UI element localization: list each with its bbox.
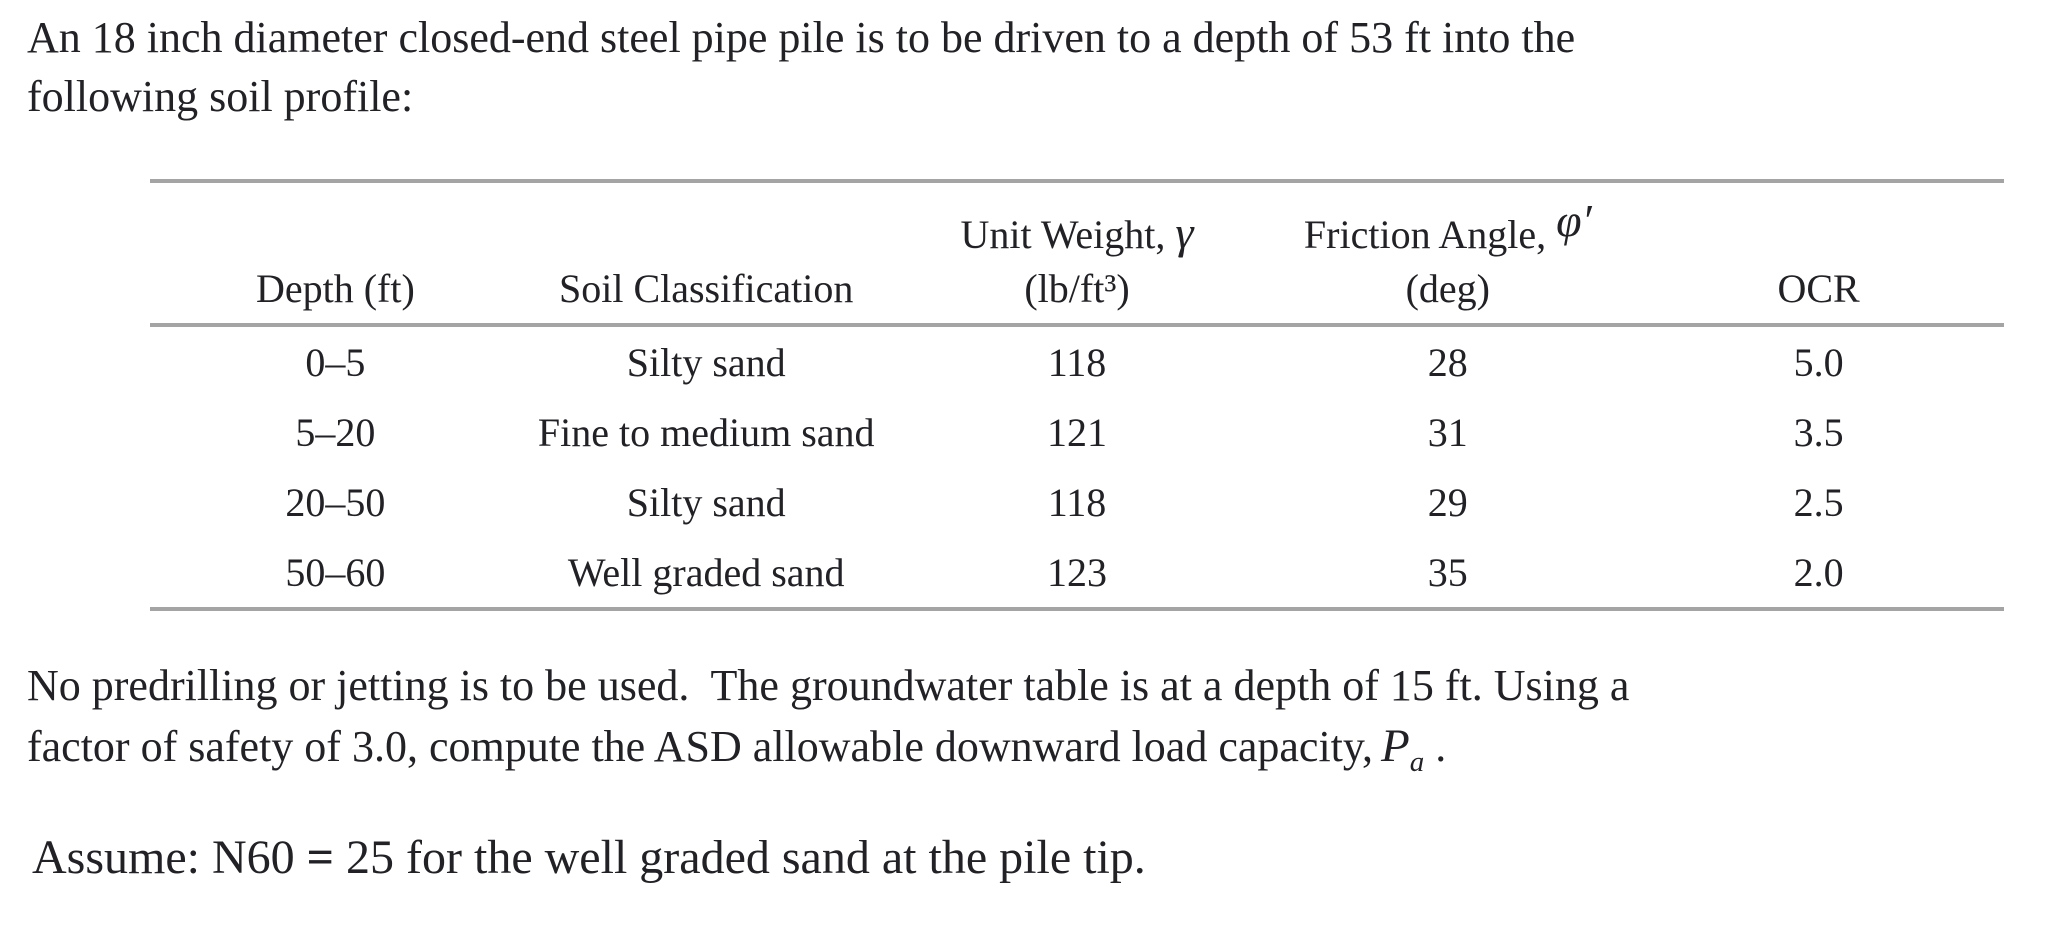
column-header-friction-angle: Friction Angle, φ′ (deg) [1262, 181, 1634, 327]
cell-friction-angle: 29 [1427, 479, 1468, 525]
cell-depth: 20–50 [285, 479, 386, 525]
friction-angle-units: (deg) [1405, 266, 1490, 311]
cell-unit-weight: 121 [1046, 409, 1107, 455]
table-row: 5–20 Fine to medium sand 121 31 3.5 [150, 397, 2004, 467]
unit-weight-units: (lb/ft³) [1024, 266, 1130, 311]
cell-soil-classification: Silty sand [626, 339, 786, 385]
soil-profile-table: Depth (ft) Soil Classification Unit Weig… [150, 179, 2004, 611]
cell-ocr: 2.5 [1793, 479, 1844, 525]
cell-ocr: 2.0 [1793, 549, 1844, 595]
intro-line-1: An 18 inch diameter closed-end steel pip… [27, 13, 1576, 62]
column-header-unit-weight: Unit Weight, γ (lb/ft³) [891, 181, 1263, 327]
table-row: 50–60 Well graded sand 123 35 2.0 [150, 537, 2004, 609]
friction-angle-label: Friction Angle, [1303, 212, 1557, 257]
table-row: 20–50 Silty sand 118 29 2.5 [150, 467, 2004, 537]
cell-soil-classification: Well graded sand [567, 549, 845, 595]
table-row: 0–5 Silty sand 118 28 5.0 [150, 325, 2004, 397]
cell-friction-angle: 31 [1427, 409, 1468, 455]
column-header-soil-classification: Soil Classification [520, 181, 892, 327]
column-header-depth: Depth (ft) [150, 181, 521, 327]
unit-weight-label: Unit Weight, [960, 212, 1176, 257]
cell-unit-weight: 118 [1047, 479, 1107, 525]
column-header-ocr: OCR [1633, 181, 2004, 327]
cell-depth: 50–60 [285, 549, 386, 595]
equals-sign: = [306, 831, 335, 884]
body-line-2-text: factor of safety of 3.0, compute the ASD… [27, 722, 1374, 771]
capacity-symbol-subscript: a [1409, 745, 1425, 778]
cell-unit-weight: 123 [1046, 549, 1107, 595]
assumption-suffix: 25 for the well graded sand at the pile … [334, 831, 1146, 884]
header-row: Depth (ft) Soil Classification Unit Weig… [150, 181, 2004, 327]
assumption-prefix: Assume: N60 [32, 831, 307, 884]
cell-friction-angle: 35 [1427, 549, 1468, 595]
cell-depth: 5–20 [295, 409, 376, 455]
body-line-2: factor of safety of 3.0, compute the ASD… [27, 716, 1629, 793]
assumption-line: Assume: N60 = 25 for the well graded san… [32, 830, 1146, 885]
body-line-1: No predrilling or jetting is to be used.… [27, 661, 1630, 710]
cell-friction-angle: 28 [1427, 339, 1468, 385]
cell-ocr: 3.5 [1793, 409, 1844, 455]
cell-unit-weight: 118 [1047, 339, 1107, 385]
capacity-symbol: Pa [1381, 720, 1424, 778]
intro-line-2: following soil profile: [27, 72, 414, 121]
table-body: 0–5 Silty sand 118 28 5.0 5–20 Fine to m… [150, 325, 2004, 609]
soil-profile-table-container: Depth (ft) Soil Classification Unit Weig… [150, 179, 2004, 611]
cell-depth: 0–5 [305, 339, 366, 385]
table-header: Depth (ft) Soil Classification Unit Weig… [150, 181, 2004, 327]
body-paragraph: No predrilling or jetting is to be used.… [27, 655, 1629, 793]
cell-soil-classification: Fine to medium sand [537, 409, 875, 455]
problem-statement: An 18 inch diameter closed-end steel pip… [27, 8, 1575, 126]
phi-prime-symbol: φ′ [1556, 195, 1592, 246]
capacity-symbol-base: P [1381, 720, 1410, 772]
cell-ocr: 5.0 [1793, 339, 1844, 385]
cell-soil-classification: Silty sand [626, 479, 786, 525]
body-line-2-period: . [1424, 722, 1447, 771]
gamma-symbol: γ [1175, 207, 1194, 258]
